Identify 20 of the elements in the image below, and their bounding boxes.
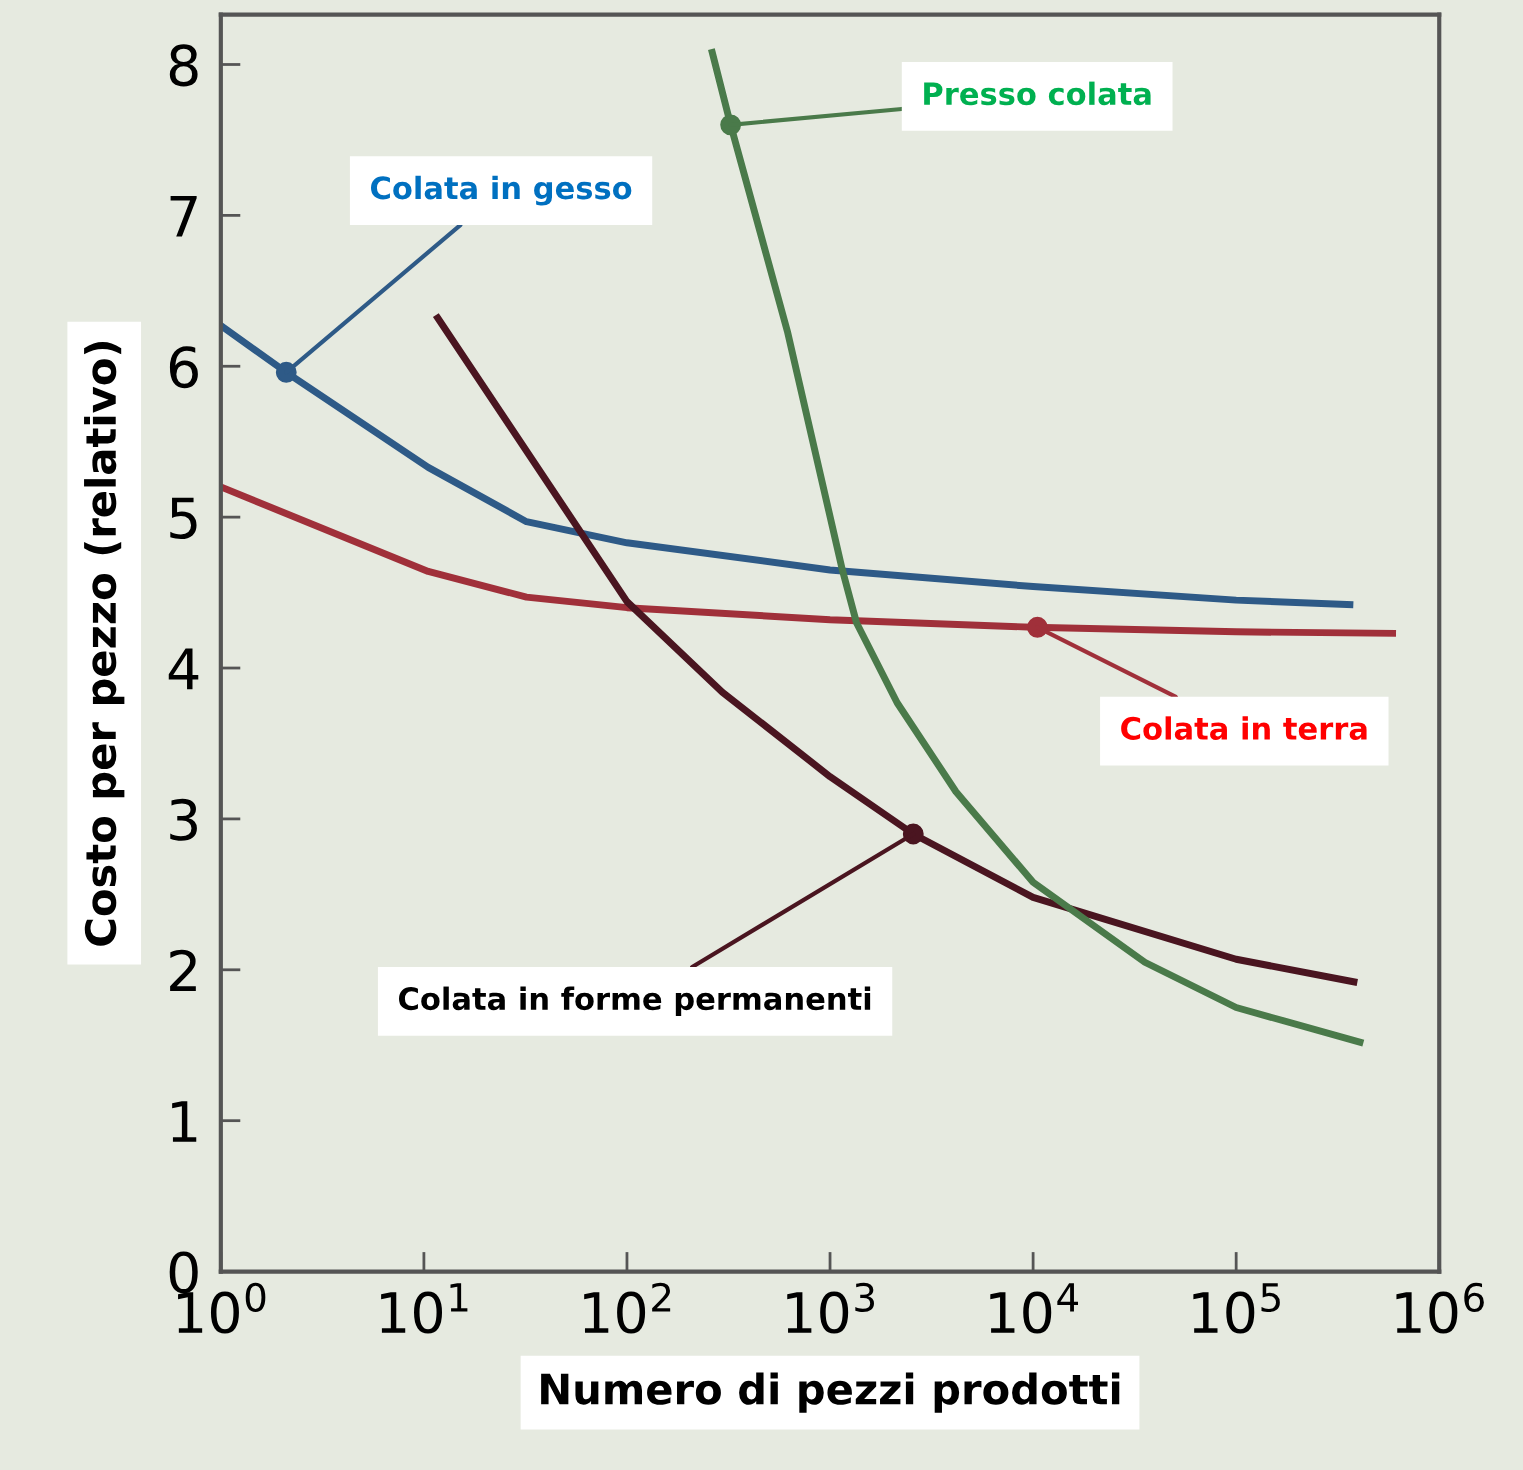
x-tick-label: 10$^{2}$ <box>584 1282 671 1334</box>
x-tick-label: 10$^{5}$ <box>1193 1283 1280 1334</box>
y-tick-label: 6 <box>169 346 198 389</box>
y-tick-label: 2 <box>170 949 196 991</box>
annotation: Colata in forme permanenti <box>399 986 871 1017</box>
y-tick-label: 8 <box>169 44 198 87</box>
y-tick-label: 3 <box>170 798 197 841</box>
y-tick-label: 4 <box>168 648 199 690</box>
x-tick-label: 10$^{3}$ <box>787 1282 874 1334</box>
y-tick-label: 7 <box>170 195 197 237</box>
x-axis-title: Numero di pezzi prodotti <box>541 1372 1120 1413</box>
annotation: Colata in terra <box>1121 716 1367 740</box>
x-tick-label: 10$^{1}$ <box>381 1283 468 1334</box>
annotation: Colata in gesso <box>370 175 632 206</box>
annotation: Presso colata <box>924 81 1151 106</box>
y-tick-label: 5 <box>170 497 197 540</box>
y-tick-label: 1 <box>172 1101 197 1142</box>
x-tick-label: 10$^{4}$ <box>990 1283 1078 1334</box>
x-tick-label: 10$^{6}$ <box>1396 1282 1484 1334</box>
y-axis-title: Costo per pezzo (relativo) <box>84 342 125 946</box>
